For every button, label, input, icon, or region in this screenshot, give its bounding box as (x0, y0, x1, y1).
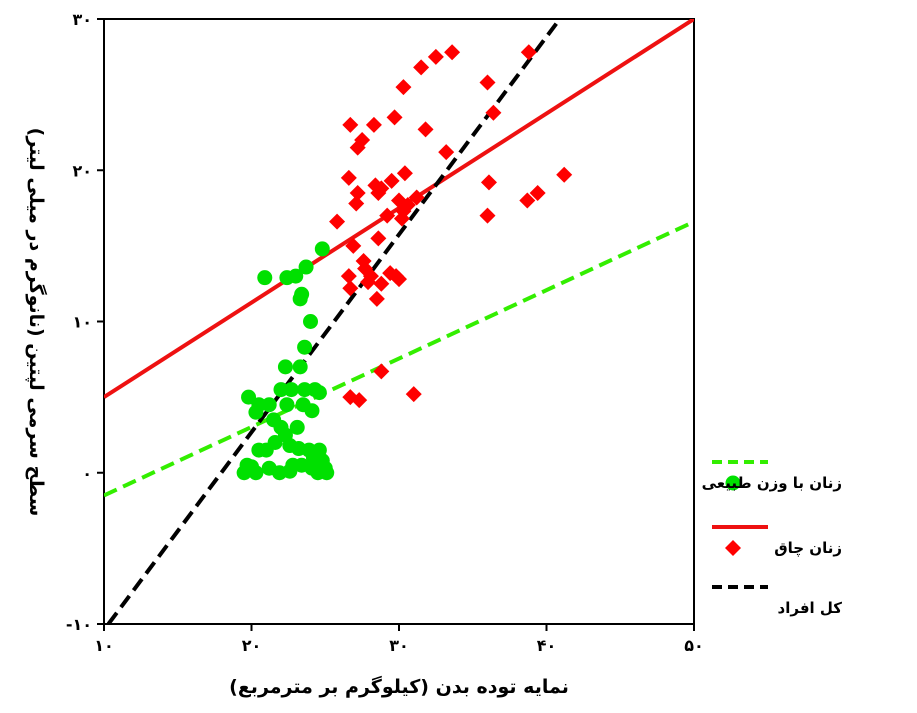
normal-weight-data-point (241, 389, 257, 405)
normal-weight-data-point (244, 459, 259, 475)
obese-data-point (379, 207, 396, 224)
normal-weight-data-point (292, 359, 308, 375)
normal-weight-data-point (257, 270, 273, 286)
obese-data-point (519, 192, 536, 209)
legend-label-3: کل افراد (778, 599, 843, 617)
obese-data-point (349, 184, 366, 201)
obese-data-point (396, 165, 413, 182)
obese-data-point (479, 74, 496, 91)
obese-data-point (351, 392, 368, 409)
obese-data-point (480, 174, 497, 191)
legend: زنان با وزن طبیعی زنان چاق کل افراد (702, 460, 843, 617)
obese-data-point (395, 79, 412, 96)
obese-data-point (556, 166, 573, 183)
normal-weight-data-point (289, 419, 305, 435)
obese-data-point (413, 59, 430, 76)
regression-line-1 (104, 219, 694, 498)
obese-data-point (365, 116, 382, 133)
obese-data-point (391, 271, 407, 288)
normal-weight-data-point (292, 291, 308, 307)
normal-weight-data-point (288, 268, 304, 284)
obese-data-point (354, 132, 371, 148)
obese-data-point (373, 363, 390, 380)
obese-data-point (417, 121, 434, 138)
obese-data-point (427, 48, 444, 65)
normal-weight-data-point (297, 382, 313, 398)
legend-label-1: زنان با وزن طبیعی (702, 474, 842, 492)
obese-data-point (438, 144, 455, 161)
normal-weight-data-point (277, 359, 293, 375)
y-tick-label: ۳۰ (72, 10, 92, 29)
normal-weight-data-point (319, 465, 335, 481)
normal-weight-data-point (298, 259, 314, 275)
obese-data-point (370, 184, 387, 201)
obese-data-point (479, 207, 496, 224)
obese-data-point (386, 109, 403, 126)
data-points (236, 44, 573, 481)
obese-data-point (444, 44, 461, 61)
obese-data-point (405, 386, 422, 403)
y-tick-label: -۱۰ (66, 615, 92, 634)
normal-weight-data-point (273, 382, 289, 398)
x-tick-label: ۴۰ (537, 636, 557, 655)
normal-weight-data-point (279, 397, 295, 413)
x-tick-label: ۵۰ (684, 636, 704, 655)
obese-data-point (342, 116, 359, 133)
normal-weight-data-point (261, 397, 277, 413)
normal-weight-data-point (251, 442, 267, 458)
obese-data-point (370, 230, 387, 247)
normal-weight-data-point (283, 382, 299, 398)
obese-data-point (368, 290, 385, 307)
obese-data-point (393, 210, 410, 227)
normal-weight-data-point (297, 339, 313, 355)
normal-weight-data-point (248, 404, 264, 420)
obese-data-point (345, 237, 362, 254)
x-tick-label: ۲۰ (242, 636, 262, 655)
obese-data-point (329, 213, 346, 230)
regression-lines (104, 19, 694, 624)
legend-marker-2 (725, 540, 741, 556)
obese-data-point (383, 172, 400, 189)
normal-weight-data-point (282, 463, 298, 479)
obese-data-point (373, 275, 390, 292)
x-tick-label: ۳۰ (389, 636, 409, 655)
y-tick-label: ۱۰ (72, 313, 92, 332)
obese-data-point (348, 195, 365, 212)
obese-data-point (529, 184, 546, 201)
plot-frame (103, 18, 695, 625)
normal-weight-data-point (304, 403, 320, 419)
obese-data-point (399, 197, 416, 214)
axis-ticks: ۱۰ ۲۰ ۳۰ ۴۰ ۵۰ -۱۰ ۰ ۱۰ ۲۰ ۳۰ (66, 10, 704, 655)
y-tick-label: ۰ (82, 464, 92, 483)
normal-weight-data-point (303, 314, 318, 329)
obese-data-point (520, 44, 537, 61)
obese-data-point (485, 104, 502, 121)
legend-label-2: زنان چاق (774, 539, 842, 558)
obese-data-point (340, 169, 357, 186)
x-axis-title: نمایه توده بدن (کیلوگرم بر مترمربع) (229, 675, 569, 698)
obese-data-point (408, 189, 425, 206)
obese-data-point (340, 268, 357, 285)
y-tick-label: ۲۰ (72, 161, 92, 180)
x-tick-label: ۱۰ (94, 636, 114, 655)
y-axis-title: سطح سرمی لپتین (نانوگرم در میلی لیتر) (25, 128, 48, 517)
normal-weight-data-point (311, 385, 327, 401)
obese-data-point (342, 280, 359, 297)
legend-marker-1 (725, 475, 741, 491)
normal-weight-data-point (314, 241, 330, 257)
obese-data-point (360, 274, 377, 291)
